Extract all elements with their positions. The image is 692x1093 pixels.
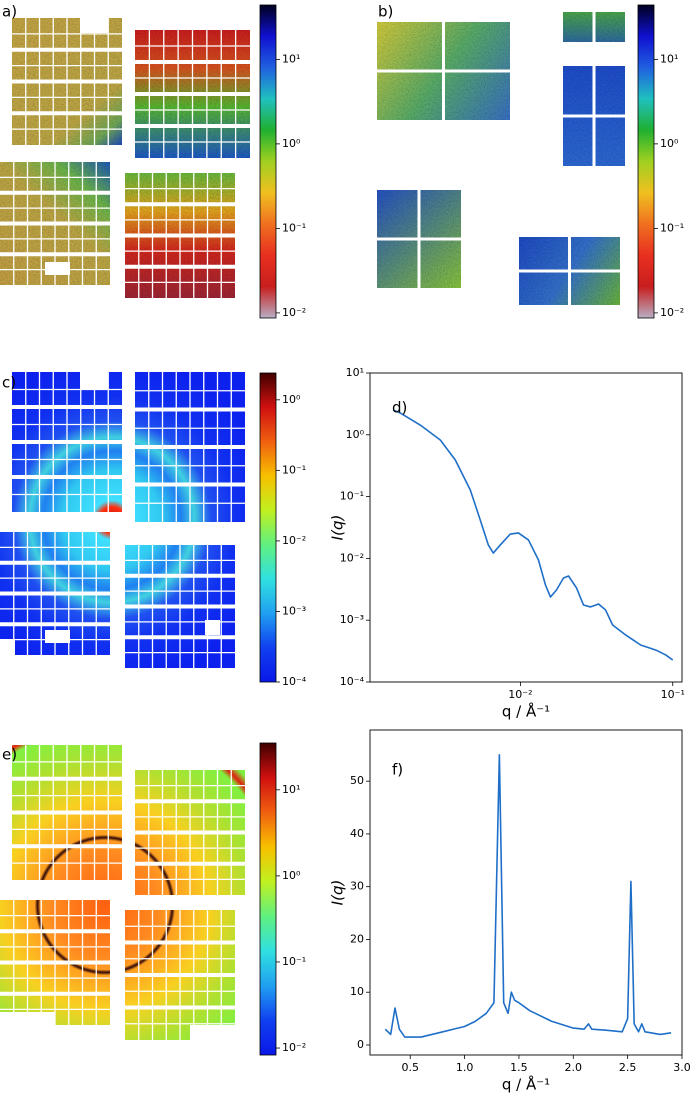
y-tick-label: 0 <box>357 1038 364 1051</box>
colorbar-tick-label: 10⁰ <box>282 393 301 406</box>
colorbar-tick-label: 10¹ <box>282 783 300 796</box>
y-tick-label: 10⁻² <box>340 551 364 564</box>
colorbar-tick-label: 10⁰ <box>282 137 301 150</box>
x-axis-label: q / Å⁻¹ <box>502 702 550 721</box>
data-line <box>384 754 672 1038</box>
colorbar-tick-label: 10⁻² <box>282 1041 306 1054</box>
missing-tile <box>80 372 108 390</box>
x-tick-label: 10⁻² <box>508 688 532 701</box>
colorbar-tick-label: 10⁰ <box>660 137 679 150</box>
x-tick-label: 2.5 <box>619 1061 637 1074</box>
y-axis-label: I(q) <box>329 880 347 906</box>
panel-label: f) <box>392 761 403 779</box>
y-tick-label: 50 <box>350 774 364 787</box>
y-tick-label: 10 <box>350 985 364 998</box>
missing-tile <box>0 1012 55 1025</box>
panel-label: b) <box>378 3 393 21</box>
panel-label: c) <box>2 374 16 392</box>
y-tick-label: 10⁻⁴ <box>340 675 365 688</box>
y-tick-label: 30 <box>350 880 364 893</box>
y-tick-label: 10⁰ <box>346 428 365 441</box>
y-tick-label: 10⁻³ <box>340 613 364 626</box>
colorbar-tick-label: 10⁻¹ <box>282 221 306 234</box>
x-tick-label: 2.0 <box>565 1061 583 1074</box>
plot-frame <box>369 372 683 683</box>
missing-tile <box>45 262 70 275</box>
x-tick-label: 0.5 <box>401 1061 419 1074</box>
panel-label: e) <box>2 746 17 764</box>
missing-tile <box>80 18 108 33</box>
missing-tile <box>0 640 15 655</box>
colorbar-tick-label: 10⁻⁴ <box>282 675 307 688</box>
y-tick-label: 10¹ <box>346 366 364 379</box>
colorbar <box>259 372 277 683</box>
colorbar-tick-label: 10⁻¹ <box>660 221 684 234</box>
colorbar-tick-label: 10⁻² <box>282 534 306 547</box>
colorbar-tick-label: 10⁰ <box>282 869 301 882</box>
colorbar-tick-label: 10¹ <box>660 52 678 65</box>
x-tick-label: 1.0 <box>456 1061 474 1074</box>
panel-label: d) <box>392 399 407 417</box>
missing-tile <box>190 1025 235 1040</box>
x-axis-label: q / Å⁻¹ <box>502 1075 550 1093</box>
y-axis-label: I(q) <box>329 515 347 541</box>
colorbar-tick-label: 10⁻² <box>660 306 684 319</box>
colorbar <box>259 4 277 319</box>
x-tick-label: 10⁻¹ <box>661 688 685 701</box>
panel-label: a) <box>2 3 17 21</box>
colorbar-tick-label: 10⁻³ <box>282 604 306 617</box>
y-tick-label: 40 <box>350 827 364 840</box>
missing-tile <box>45 630 70 643</box>
colorbar-tick-label: 10⁻¹ <box>282 463 306 476</box>
colorbar-tick-label: 10⁻¹ <box>282 955 306 968</box>
plot-frame <box>369 729 683 1056</box>
missing-tile <box>205 620 220 635</box>
colorbar <box>637 4 655 319</box>
colorbar <box>259 742 277 1056</box>
data-line <box>392 409 674 661</box>
y-tick-label: 10⁻¹ <box>340 490 364 503</box>
x-tick-label: 1.5 <box>510 1061 528 1074</box>
x-tick-label: 3.0 <box>673 1061 691 1074</box>
y-tick-label: 20 <box>350 932 364 945</box>
colorbar-tick-label: 10¹ <box>282 52 300 65</box>
colorbar-tick-label: 10⁻² <box>282 306 306 319</box>
